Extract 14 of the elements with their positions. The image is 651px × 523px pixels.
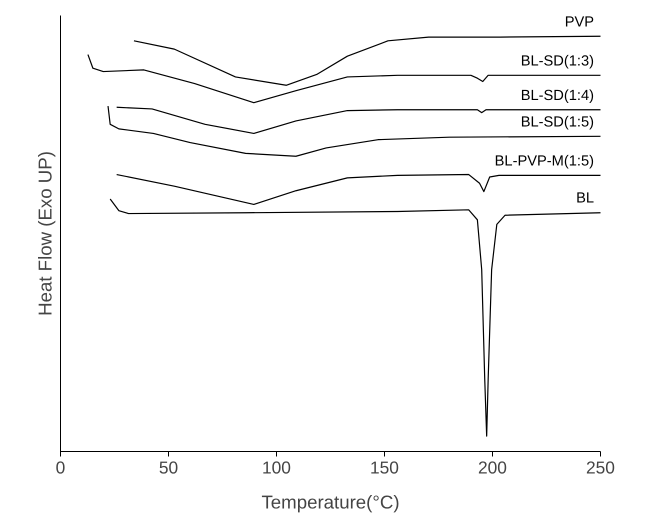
x-tick-label: 100: [262, 458, 291, 478]
x-tick-label: 150: [370, 458, 399, 478]
x-axis-title: Temperature(°C): [261, 492, 400, 512]
y-axis-title: Heat Flow (Exo UP): [34, 151, 56, 316]
series-label: BL-PVP-M(1:5): [494, 153, 594, 170]
series-label: BL-SD(1:5): [520, 114, 594, 130]
x-tick-label: 200: [478, 458, 507, 478]
series-label: BL-SD(1:3): [520, 53, 594, 70]
series-label: PVP: [564, 14, 594, 30]
x-tick-label: 0: [56, 458, 66, 478]
x-tick-label: 50: [158, 458, 178, 478]
series-label: BL-SD(1:4): [520, 88, 594, 104]
series-label: BL: [576, 190, 594, 207]
x-tick-label: 250: [586, 458, 615, 478]
